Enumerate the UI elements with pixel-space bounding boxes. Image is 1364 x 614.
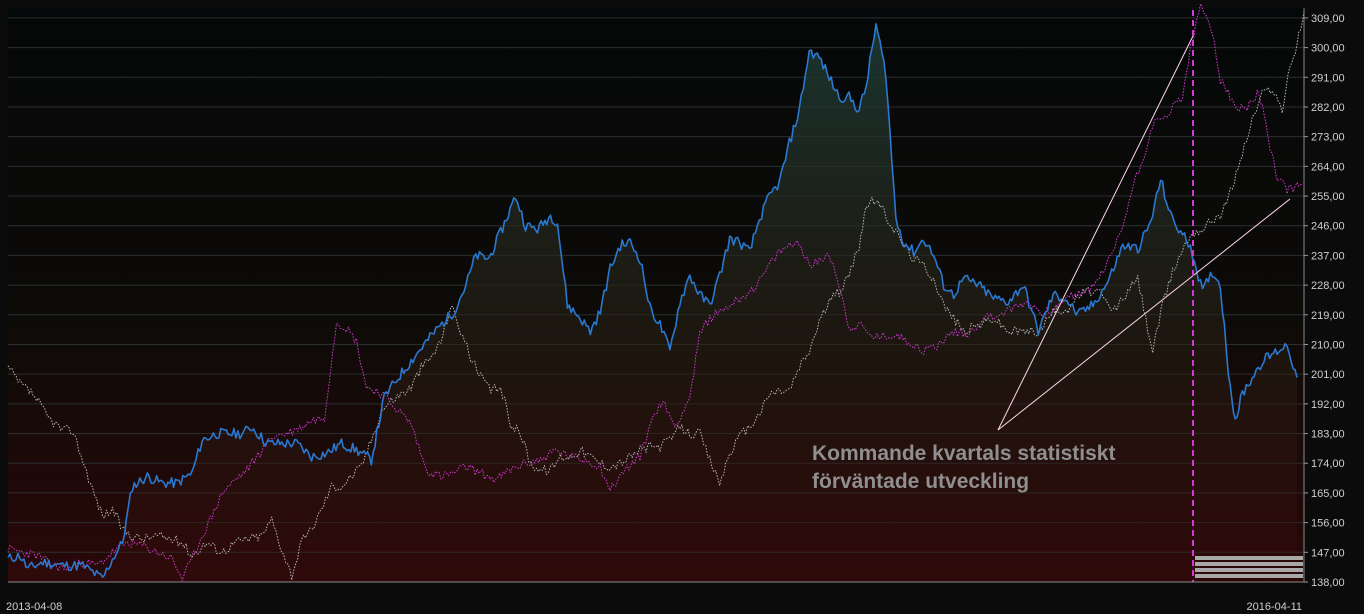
bottom-bar — [1195, 574, 1303, 578]
upper-guide-line — [997, 35, 1194, 431]
y-tick-label: 192,00 — [1311, 399, 1345, 411]
y-tick-label: 255,00 — [1311, 191, 1345, 203]
trend-guides — [997, 10, 1291, 582]
magenta-series-line — [7, 3, 1303, 582]
y-tick-label: 183,00 — [1311, 429, 1345, 441]
y-tick-label: 273,00 — [1311, 132, 1345, 144]
y-tick-label: 228,00 — [1311, 280, 1345, 292]
y-tick-label: 300,00 — [1311, 43, 1345, 55]
annotation-line-2: förväntade utveckling — [812, 470, 1029, 493]
y-tick-label: 138,00 — [1311, 577, 1345, 589]
x-tick-label: 2013-04-08 — [6, 601, 62, 613]
bottom-bar — [1195, 562, 1303, 566]
lower-guide-line — [997, 198, 1291, 431]
y-tick-label: 309,00 — [1311, 13, 1345, 25]
y-tick-label: 237,00 — [1311, 250, 1345, 262]
y-tick-label: 174,00 — [1311, 458, 1345, 470]
y-tick-label: 291,00 — [1311, 72, 1345, 84]
x-tick-label: 2016-04-11 — [1247, 601, 1302, 613]
bottom-bars — [1195, 556, 1303, 578]
x-axis: 2013-04-08 2016-04-11 — [6, 601, 1302, 613]
annotation-line-1: Kommande kvartals statistiskt — [812, 442, 1115, 465]
bottom-bar — [1195, 568, 1303, 572]
y-tick-label: 210,00 — [1311, 339, 1345, 351]
y-tick-label: 282,00 — [1311, 102, 1345, 114]
series-layer — [7, 3, 1305, 582]
blue-series-line — [7, 23, 1298, 578]
y-tick-label: 165,00 — [1311, 488, 1345, 500]
blue-series-area — [8, 23, 1297, 583]
y-tick-label: 156,00 — [1311, 518, 1345, 530]
y-tick-label: 219,00 — [1311, 310, 1345, 322]
y-tick-label: 147,00 — [1311, 547, 1345, 559]
y-tick-label: 201,00 — [1311, 369, 1345, 381]
y-axis: 309,00 300,00 291,00 282,00 273,00 264,00 255,… — [8, 8, 1345, 589]
y-tick-label: 264,00 — [1311, 161, 1345, 173]
bottom-bar — [1195, 556, 1303, 560]
y-tick-label: 246,00 — [1311, 221, 1345, 233]
